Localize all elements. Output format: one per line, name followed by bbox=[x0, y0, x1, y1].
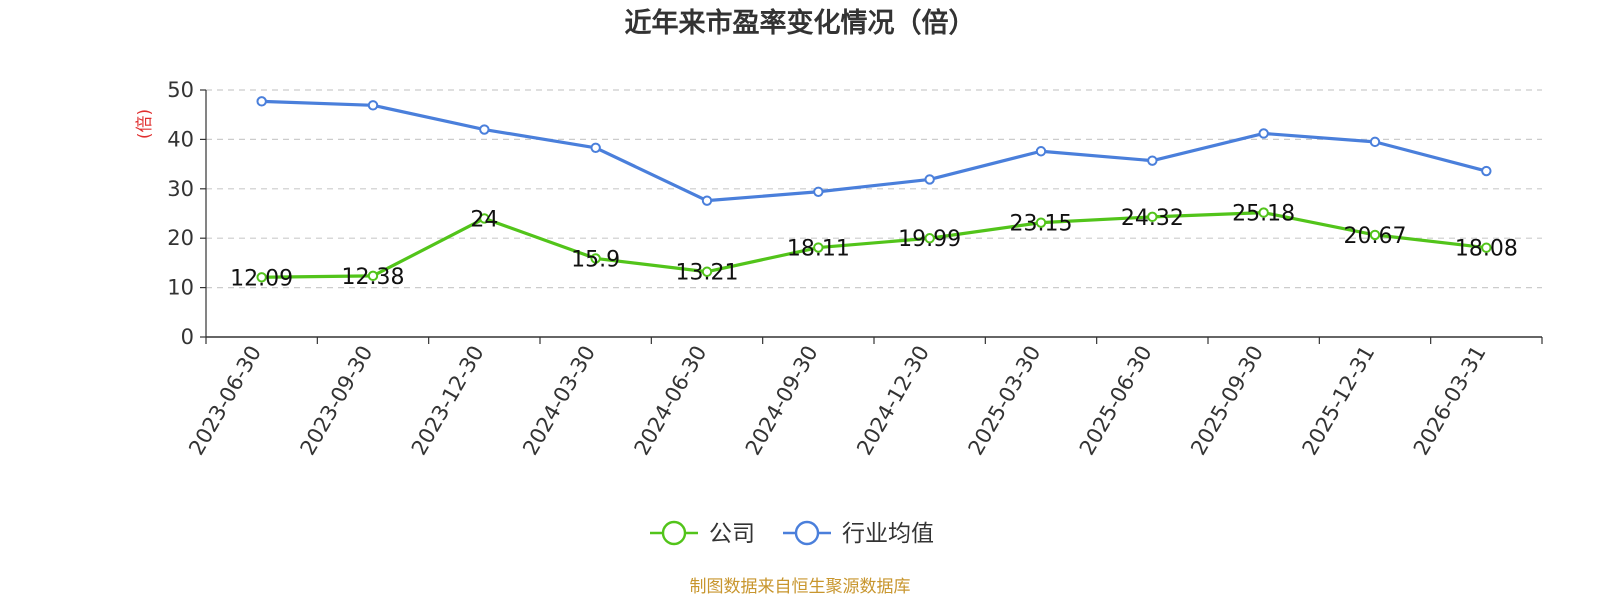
data-point[interactable] bbox=[367, 100, 379, 111]
data-point[interactable] bbox=[924, 233, 935, 244]
x-tick-label: 2023-12-30 bbox=[407, 342, 489, 460]
x-tick-label: 2024-03-30 bbox=[518, 342, 600, 460]
data-point[interactable] bbox=[590, 253, 601, 264]
data-point[interactable] bbox=[479, 213, 490, 224]
data-point[interactable] bbox=[367, 270, 379, 282]
y-tick-label: 50 bbox=[167, 78, 194, 102]
data-point[interactable] bbox=[924, 174, 935, 185]
source-note: 制图数据来自恒生聚源数据库 bbox=[690, 577, 911, 597]
series-line-1 bbox=[261, 99, 1487, 203]
x-tick-label: 2025-03-30 bbox=[964, 342, 1046, 460]
data-label: 12.09 bbox=[230, 266, 293, 291]
data-label: 20.67 bbox=[1344, 224, 1407, 249]
legend-item-1[interactable]: 行业均值 bbox=[783, 520, 934, 547]
data-point[interactable] bbox=[1035, 146, 1047, 157]
data-point[interactable] bbox=[1147, 211, 1158, 223]
data-point[interactable] bbox=[590, 142, 601, 153]
data-label: 18.08 bbox=[1455, 237, 1518, 262]
data-point[interactable] bbox=[701, 195, 713, 206]
x-tick-label: 2026-03-31 bbox=[1409, 342, 1491, 460]
y-tick-label: 10 bbox=[167, 276, 194, 300]
y-tick-label: 0 bbox=[181, 325, 194, 349]
data-label: 24.32 bbox=[1121, 206, 1184, 231]
x-tick-label: 2023-09-30 bbox=[296, 342, 378, 460]
data-point[interactable] bbox=[479, 124, 490, 135]
series-line-0 bbox=[261, 211, 1487, 279]
legend-marker bbox=[661, 520, 687, 546]
y-axis-label: (倍) bbox=[135, 109, 155, 139]
data-label: 23.15 bbox=[1010, 212, 1073, 237]
data-label: 18.11 bbox=[787, 237, 850, 262]
data-point[interactable] bbox=[1258, 128, 1269, 139]
data-labels: 12.09 12.38 24 15.9 13.21 18.11 19.99 23.15 24.3… bbox=[230, 202, 1518, 292]
data-label: 25.18 bbox=[1232, 202, 1295, 227]
data-point[interactable] bbox=[1147, 155, 1158, 166]
y-tick-label: 30 bbox=[167, 177, 194, 201]
data-point[interactable] bbox=[701, 266, 713, 277]
x-tick-label: 2025-09-30 bbox=[1186, 342, 1268, 460]
x-tick-label: 2023-06-30 bbox=[184, 342, 266, 460]
y-tick-label: 20 bbox=[167, 226, 194, 250]
legend-marker bbox=[794, 520, 820, 546]
data-label: 13.21 bbox=[676, 261, 739, 286]
x-tick-label: 2024-09-30 bbox=[741, 342, 823, 460]
data-label: 12.38 bbox=[342, 265, 405, 290]
legend[interactable]: 公司 行业均值 bbox=[650, 520, 934, 547]
x-tick-label: 2024-06-30 bbox=[630, 342, 712, 460]
grid-lines bbox=[206, 89, 1542, 289]
y-tick-label: 40 bbox=[167, 127, 194, 151]
x-tick-label: 2025-12-31 bbox=[1298, 342, 1380, 460]
data-point[interactable] bbox=[1481, 165, 1492, 177]
data-point[interactable] bbox=[813, 242, 824, 253]
data-point[interactable] bbox=[813, 186, 824, 197]
data-label: 24 bbox=[470, 207, 498, 232]
data-point[interactable] bbox=[256, 96, 267, 107]
x-tick-label: 2024-12-30 bbox=[852, 342, 934, 460]
data-label: 19.99 bbox=[898, 227, 961, 252]
data-label: 15.9 bbox=[571, 247, 620, 272]
series-lines bbox=[256, 96, 1492, 283]
data-point[interactable] bbox=[256, 272, 267, 283]
legend-item-0[interactable]: 公司 bbox=[650, 520, 755, 547]
data-point[interactable] bbox=[1369, 136, 1381, 148]
data-point[interactable] bbox=[1369, 229, 1381, 241]
data-point[interactable] bbox=[1481, 242, 1492, 253]
data-point[interactable] bbox=[1258, 207, 1269, 218]
legend-label: 公司 bbox=[709, 521, 755, 547]
chart-title: 近年来市盈率变化情况（倍） bbox=[625, 7, 976, 39]
legend-label: 行业均值 bbox=[842, 521, 934, 547]
data-point[interactable] bbox=[1035, 217, 1047, 228]
x-tick-label: 2025-06-30 bbox=[1075, 342, 1157, 460]
